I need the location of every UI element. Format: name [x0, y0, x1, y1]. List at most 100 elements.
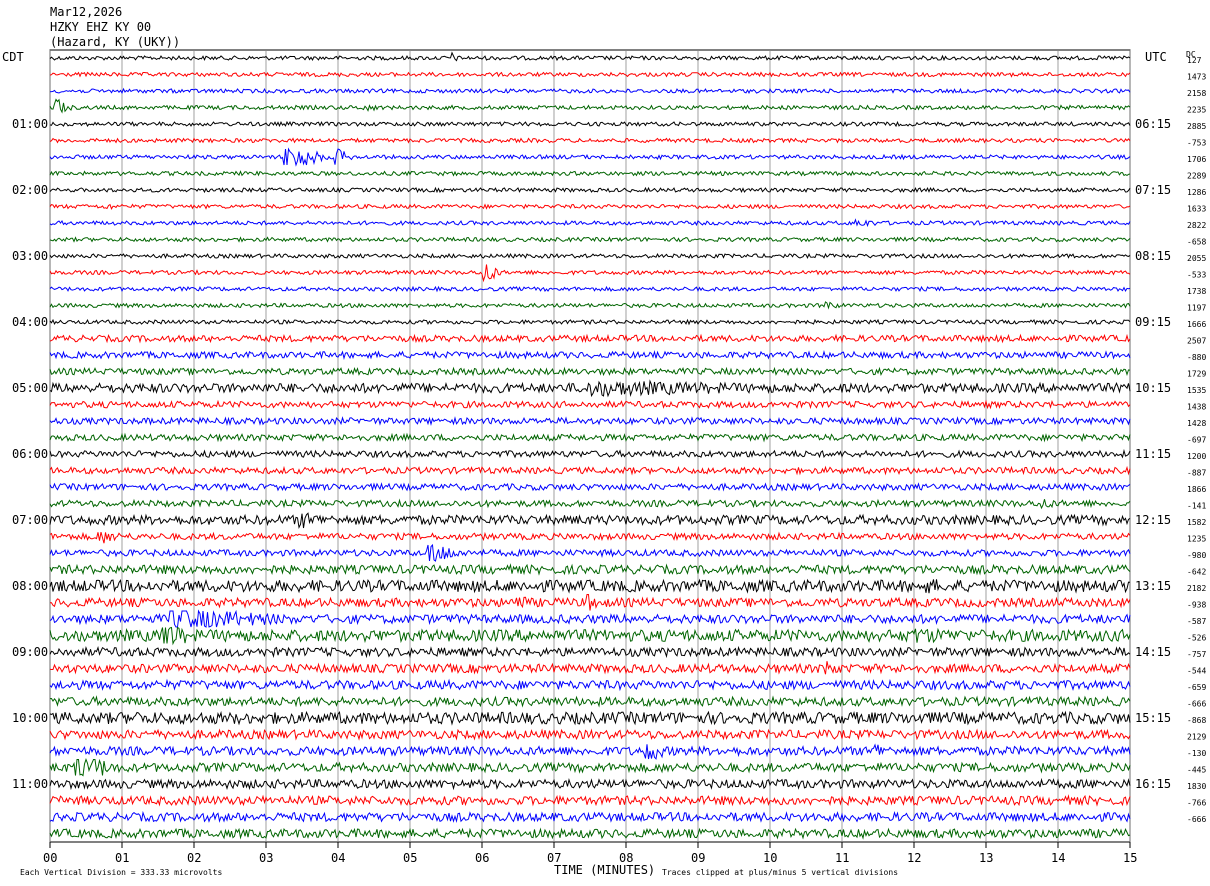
dc-offset-label: 1729 — [1187, 370, 1206, 379]
dc-offset-label: -868 — [1187, 716, 1206, 725]
x-tick-label: 05 — [403, 851, 417, 865]
left-hour-label: 04:00 — [12, 315, 48, 329]
seismogram-trace — [49, 399, 1131, 410]
dc-offset-label: 127 — [1187, 56, 1202, 65]
dc-offset-label: -887 — [1187, 469, 1206, 478]
left-hour-label: 03:00 — [12, 249, 48, 263]
x-tick-label: 03 — [259, 851, 273, 865]
dc-offset-label: -666 — [1187, 815, 1206, 824]
x-tick-label: 08 — [619, 851, 633, 865]
seismogram-trace — [50, 594, 1131, 611]
left-hour-label: 07:00 — [12, 513, 48, 527]
dc-offset-label: 1706 — [1187, 155, 1206, 164]
right-hour-label: 09:15 — [1135, 315, 1171, 329]
seismogram-trace — [49, 710, 1131, 726]
dc-offset-label: -533 — [1187, 271, 1206, 280]
header-location: (Hazard, KY (UKY)) — [50, 35, 180, 49]
dc-offset-label: 2885 — [1187, 122, 1206, 131]
dc-offset-label: 1473 — [1187, 73, 1206, 82]
seismogram-trace — [49, 349, 1131, 361]
left-hour-label: 10:00 — [12, 711, 48, 725]
dc-offset-label: -130 — [1187, 749, 1206, 758]
left-hour-label: 08:00 — [12, 579, 48, 593]
seismogram-trace — [49, 147, 1131, 167]
seismogram-trace — [49, 728, 1131, 741]
dc-offset-label: -445 — [1187, 766, 1206, 775]
right-timezone-label: UTC — [1145, 50, 1167, 64]
seismogram-trace — [49, 678, 1131, 692]
seismogram-trace — [49, 432, 1131, 443]
x-tick-label: 11 — [835, 851, 849, 865]
dc-offset-label: -880 — [1187, 353, 1206, 362]
dc-offset-label: 1197 — [1187, 304, 1206, 313]
dc-offset-label: 2129 — [1187, 733, 1206, 742]
right-hour-label: 16:15 — [1135, 777, 1171, 791]
seismogram-trace — [49, 661, 1131, 675]
x-axis-label: TIME (MINUTES) — [554, 863, 655, 877]
dc-offset-label: 1633 — [1187, 205, 1206, 214]
seismogram-trace — [49, 333, 1131, 344]
seismogram-trace — [49, 252, 1131, 260]
dc-offset-label: -697 — [1187, 436, 1206, 445]
dc-offset-label: -753 — [1187, 139, 1206, 148]
seismogram-trace — [49, 626, 1131, 646]
seismogram-trace — [49, 827, 1131, 840]
x-tick-label: 02 — [187, 851, 201, 865]
seismogram-trace — [49, 71, 1131, 78]
seismogram-trace — [49, 264, 1131, 283]
right-hour-label: 06:15 — [1135, 117, 1171, 131]
left-hour-label: 09:00 — [12, 645, 48, 659]
seismogram-trace — [49, 512, 1131, 530]
dc-offset-label: -141 — [1187, 502, 1206, 511]
dc-offset-label: -642 — [1187, 568, 1206, 577]
dc-offset-label: 1666 — [1187, 320, 1206, 329]
seismogram-trace — [49, 531, 1131, 544]
seismogram-trace — [49, 285, 1131, 293]
dc-offset-label: 1286 — [1187, 188, 1206, 197]
seismogram-trace — [49, 379, 1131, 398]
header-date: Mar12,2026 — [50, 5, 122, 19]
left-hour-label: 01:00 — [12, 117, 48, 131]
dc-offset-label: 2507 — [1187, 337, 1206, 346]
dc-offset-label: 1200 — [1187, 452, 1206, 461]
left-hour-label: 02:00 — [12, 183, 48, 197]
x-tick-label: 10 — [763, 851, 777, 865]
seismogram-trace — [49, 543, 1131, 562]
right-hour-label: 15:15 — [1135, 711, 1171, 725]
seismogram-trace — [49, 578, 1131, 594]
dc-offset-label: -938 — [1187, 601, 1206, 610]
left-hour-label: 06:00 — [12, 447, 48, 461]
x-tick-label: 00 — [43, 851, 57, 865]
dc-offset-label: 1428 — [1187, 419, 1206, 428]
right-hour-labels: 06:15 07:15 08:15 09:15 10:15 11:15 12:15 13:15… — [1135, 117, 1171, 791]
seismogram-trace — [49, 98, 1131, 114]
dc-offset-label: -658 — [1187, 238, 1206, 247]
seismogram-trace — [49, 318, 1131, 326]
seismogram-trace — [49, 218, 1131, 228]
left-hour-label: 11:00 — [12, 777, 48, 791]
right-hour-label: 12:15 — [1135, 513, 1171, 527]
seismogram-trace — [49, 236, 1131, 243]
dc-label: DC — [1186, 50, 1196, 59]
x-tick-label: 12 — [907, 851, 921, 865]
header-channel: HZKY EHZ KY 00 — [50, 20, 151, 34]
left-hour-labels: 01:00 02:00 03:00 04:00 05:00 06:00 07:00 08:00… — [12, 117, 48, 791]
dc-offset-label: 2235 — [1187, 106, 1206, 115]
seismogram-trace — [49, 137, 1131, 144]
dc-offset-label: 2182 — [1187, 584, 1206, 593]
dc-offset-label: 1438 — [1187, 403, 1206, 412]
right-hour-label: 11:15 — [1135, 447, 1171, 461]
x-tick-label: 13 — [979, 851, 993, 865]
dc-offset-label: -544 — [1187, 667, 1206, 676]
right-hour-label: 08:15 — [1135, 249, 1171, 263]
minute-gridlines — [49, 50, 1131, 842]
dc-offset-label: 1235 — [1187, 535, 1206, 544]
seismogram-trace — [49, 482, 1131, 492]
seismogram-trace — [49, 186, 1131, 194]
right-hour-label: 13:15 — [1135, 579, 1171, 593]
seismogram-traces — [49, 51, 1131, 840]
x-axis-ticks: 00 01 02 03 04 05 06 07 08 09 10 11 12 13 14 15 — [43, 842, 1137, 865]
dc-offset-labels: 127 1473 2158 2235 2885 -753 1706 2289 1286 1633 2… — [1187, 56, 1206, 824]
division-note: Each Vertical Division = 333.33 microvol… — [20, 868, 222, 877]
